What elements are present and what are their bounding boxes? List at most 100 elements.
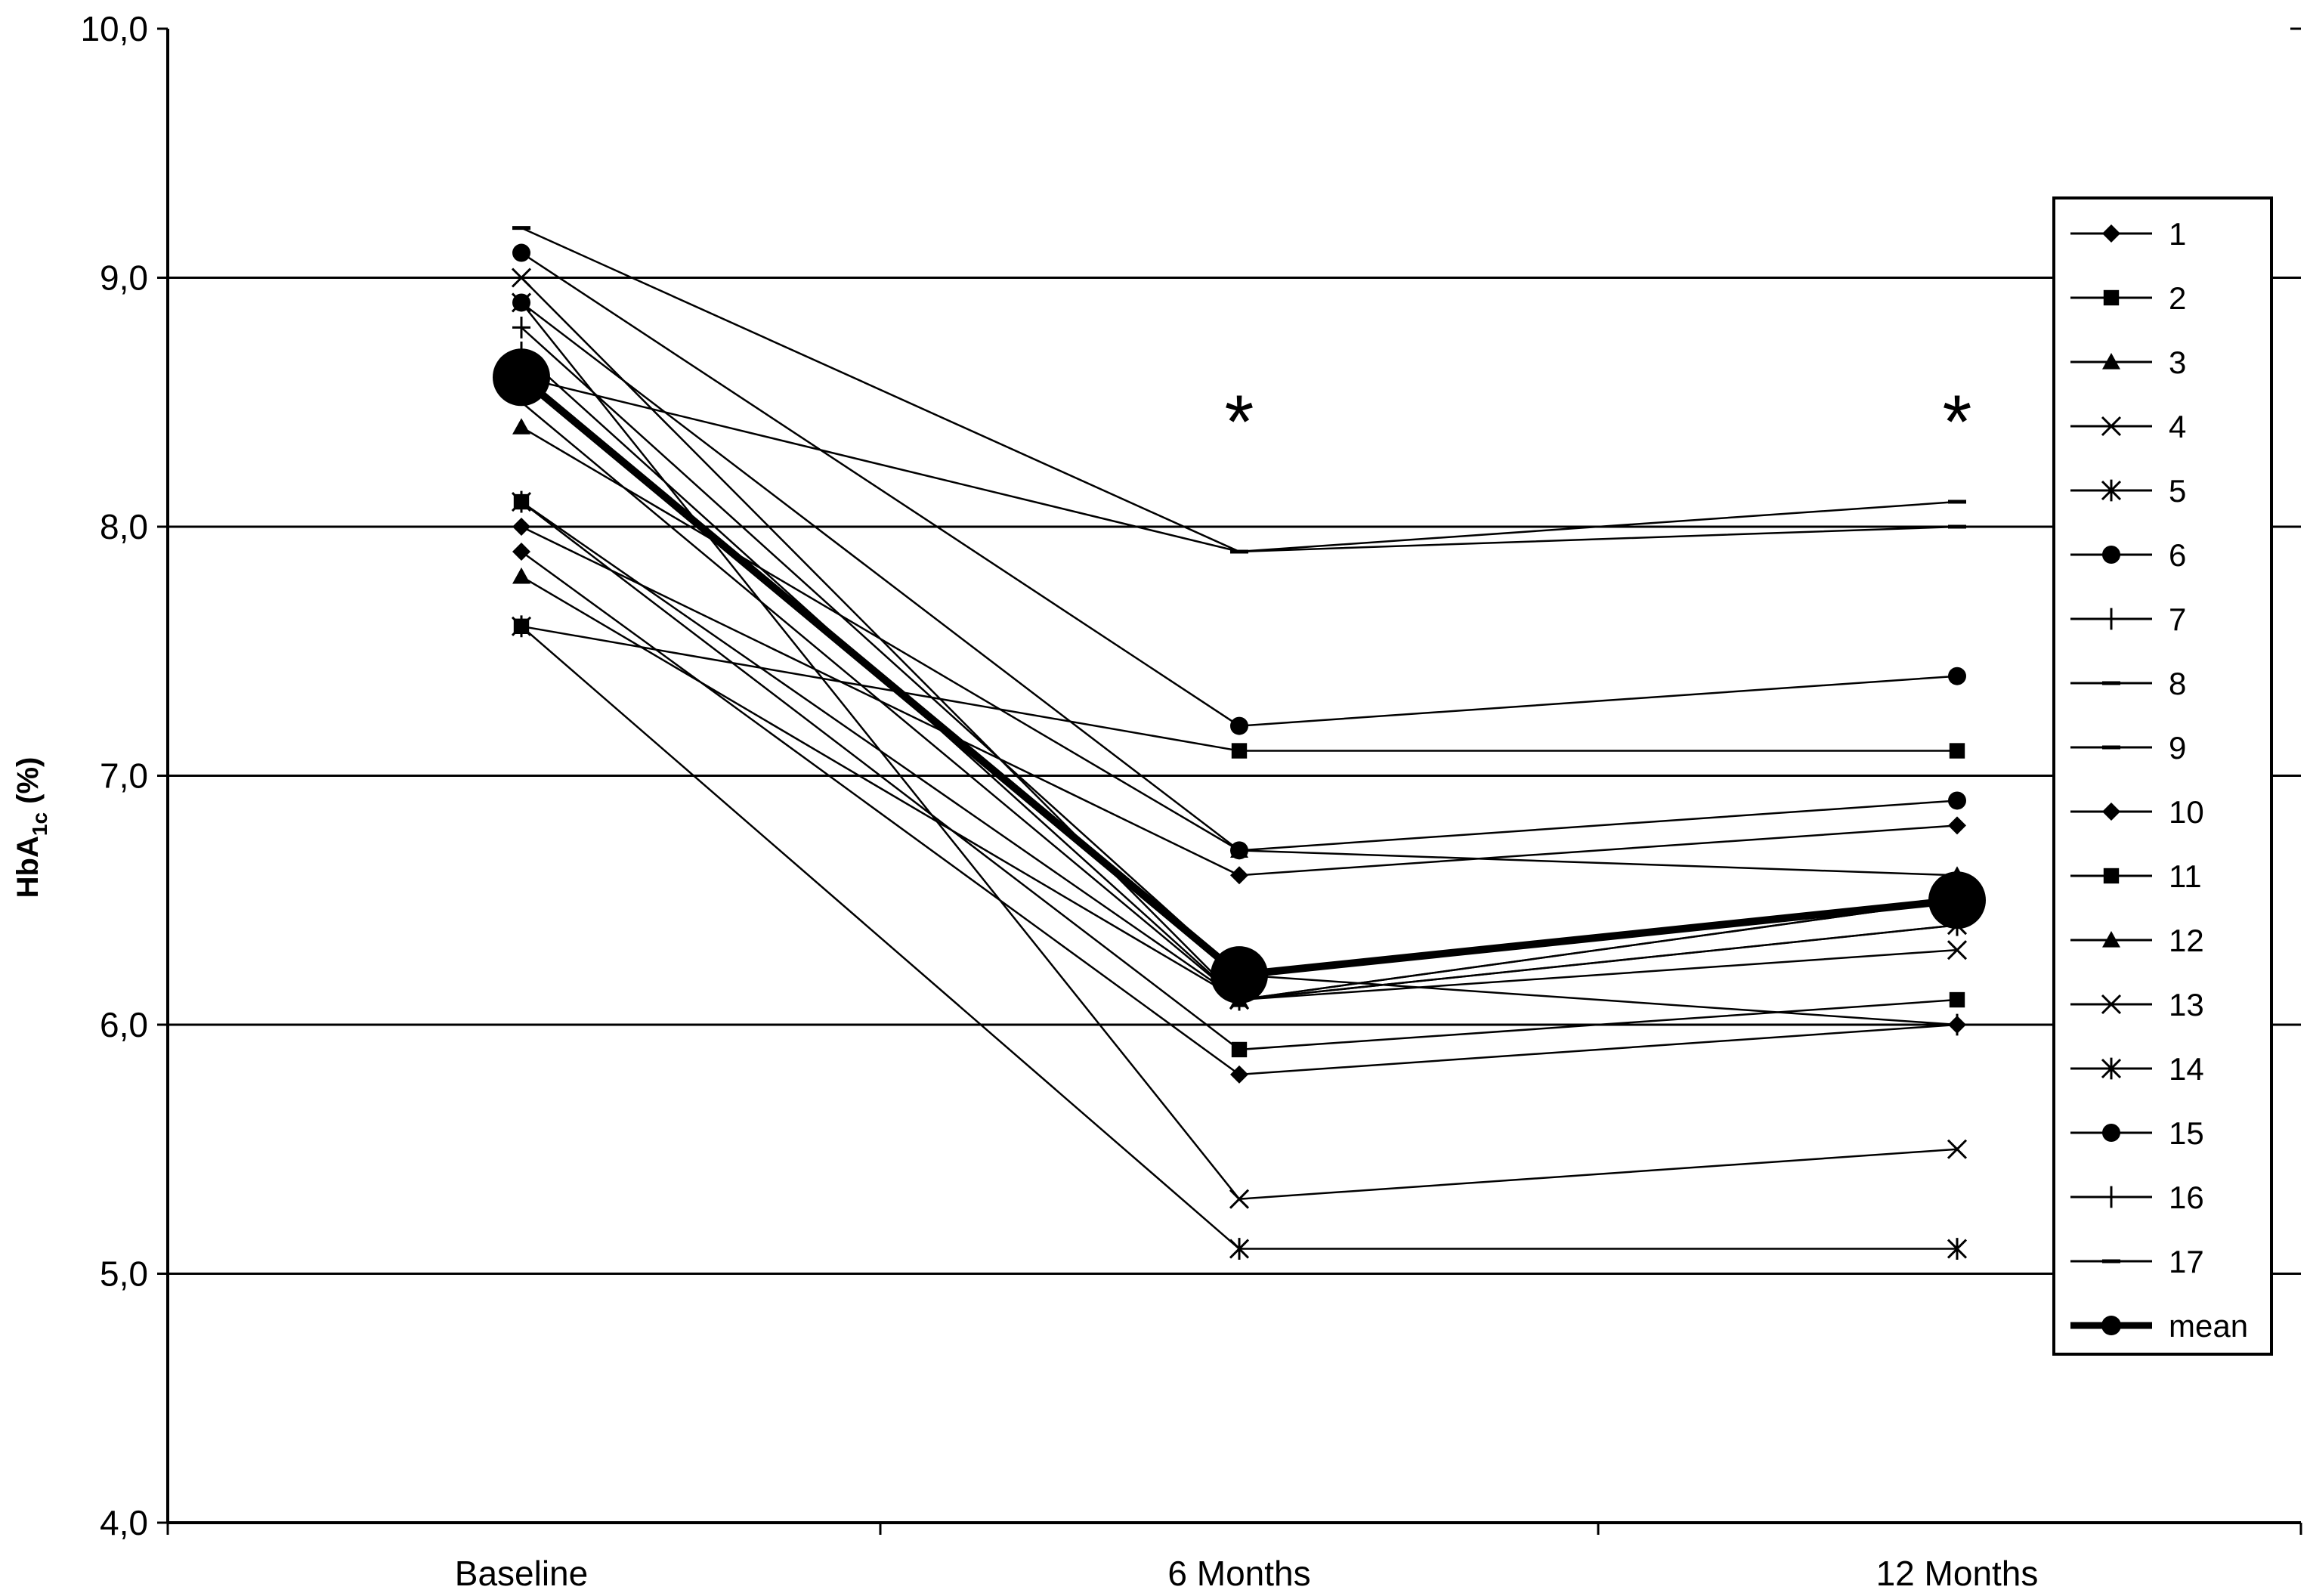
significance-marker: * xyxy=(1225,379,1254,464)
series-mean xyxy=(493,348,1986,1004)
legend-label: 17 xyxy=(2169,1244,2204,1279)
data-point xyxy=(2103,289,2120,306)
legend-item: 14 xyxy=(2070,1051,2204,1087)
y-axis-label-subscript: 1c xyxy=(28,812,51,836)
y-tick-label: 8,0 xyxy=(100,507,148,546)
legend-item: mean xyxy=(2070,1308,2248,1344)
data-point xyxy=(1231,743,1248,759)
data-point xyxy=(2102,353,2120,370)
series-17 xyxy=(512,400,1966,1002)
data-point xyxy=(2102,1186,2120,1208)
x-category-label: 12 Months xyxy=(1876,1554,2039,1593)
legend-item: 11 xyxy=(2070,858,2202,894)
legend-label: 8 xyxy=(2169,666,2186,701)
series-group xyxy=(493,226,1986,1260)
legend-label: 12 xyxy=(2169,923,2204,958)
data-point xyxy=(1229,1238,1250,1260)
data-point xyxy=(512,518,530,536)
legend-item: 12 xyxy=(2070,923,2204,958)
legend-item: 10 xyxy=(2070,794,2204,830)
data-point xyxy=(2102,931,2120,948)
x-category-label: Baseline xyxy=(455,1554,588,1593)
y-tick-label: 5,0 xyxy=(100,1254,148,1294)
data-point xyxy=(1948,667,1966,685)
significance-annotations: * * xyxy=(1225,379,1972,464)
data-point xyxy=(2101,994,2122,1015)
data-point xyxy=(2102,546,2120,564)
legend-label: 14 xyxy=(2169,1051,2204,1087)
series-10 xyxy=(512,542,1966,1084)
data-point xyxy=(493,348,550,407)
data-point xyxy=(2102,1124,2120,1142)
legend-label: 15 xyxy=(2169,1115,2204,1151)
legend-box xyxy=(2052,196,2273,1356)
data-point xyxy=(1928,871,1986,929)
y-tick-label: 4,0 xyxy=(100,1503,148,1542)
data-point xyxy=(512,243,530,262)
series-15 xyxy=(512,243,1966,735)
series-line xyxy=(521,575,1958,1001)
legend-label: 1 xyxy=(2169,216,2186,252)
data-point xyxy=(2101,1316,2121,1335)
data-point xyxy=(1230,866,1248,885)
data-point xyxy=(513,618,530,634)
data-point xyxy=(2102,224,2120,243)
data-point xyxy=(2101,416,2122,437)
series-line xyxy=(521,401,1958,1001)
data-point xyxy=(511,490,532,513)
data-point xyxy=(1948,816,1966,835)
legend-item: 16 xyxy=(2070,1180,2204,1215)
series-12 xyxy=(512,567,1966,1007)
legend-item: 17 xyxy=(2070,1244,2204,1279)
y-tick-label: 7,0 xyxy=(100,756,148,796)
legend-label: 16 xyxy=(2169,1180,2204,1215)
data-point xyxy=(512,567,530,584)
data-point xyxy=(1948,791,1966,810)
axes xyxy=(157,27,2302,1535)
series-1 xyxy=(512,518,1966,885)
legend-item: 2 xyxy=(2070,280,2186,316)
data-point xyxy=(2102,608,2120,630)
y-axis-label: HbA1c (%) xyxy=(11,757,51,899)
series-6 xyxy=(512,293,1966,860)
legend-label: 13 xyxy=(2169,987,2204,1022)
series-line xyxy=(521,252,1958,727)
data-point xyxy=(1230,841,1248,860)
data-point xyxy=(512,317,530,339)
data-point xyxy=(512,418,530,435)
legend-item: 9 xyxy=(2070,730,2186,766)
legend-label: mean xyxy=(2169,1308,2248,1344)
data-point xyxy=(1229,1189,1250,1209)
legend-item: 7 xyxy=(2070,602,2186,637)
legend-label: 4 xyxy=(2169,409,2186,444)
y-tick-labels: 4,0 5,0 6,0 7,0 8,0 9,0 10,0 xyxy=(80,9,148,1542)
legend-item: 4 xyxy=(2070,409,2186,444)
data-point xyxy=(1949,743,1965,759)
data-point xyxy=(2101,1057,2122,1080)
data-point xyxy=(1230,1065,1248,1084)
legend-label: 2 xyxy=(2169,280,2186,316)
series-line xyxy=(521,525,1958,877)
legend-label: 5 xyxy=(2169,473,2186,509)
data-point xyxy=(2103,868,2120,884)
data-point xyxy=(1949,991,1965,1008)
legend-label: 9 xyxy=(2169,730,2186,766)
series-11 xyxy=(513,618,1965,759)
legend-item: 15 xyxy=(2070,1115,2204,1151)
legend-label: 7 xyxy=(2169,602,2186,637)
y-tick-label: 6,0 xyxy=(100,1005,148,1044)
data-point xyxy=(512,542,530,561)
significance-marker: * xyxy=(1943,379,1972,464)
y-tick-label: 10,0 xyxy=(80,9,148,48)
legend-item: 3 xyxy=(2070,345,2186,380)
x-category-label: 6 Months xyxy=(1167,1554,1310,1593)
data-point xyxy=(1947,1139,1968,1159)
legend-label: 3 xyxy=(2169,345,2186,380)
data-point xyxy=(512,293,530,312)
data-point xyxy=(1948,1016,1966,1034)
data-point xyxy=(1211,946,1268,1004)
data-point xyxy=(1230,716,1248,735)
y-tick-label: 9,0 xyxy=(100,258,148,298)
